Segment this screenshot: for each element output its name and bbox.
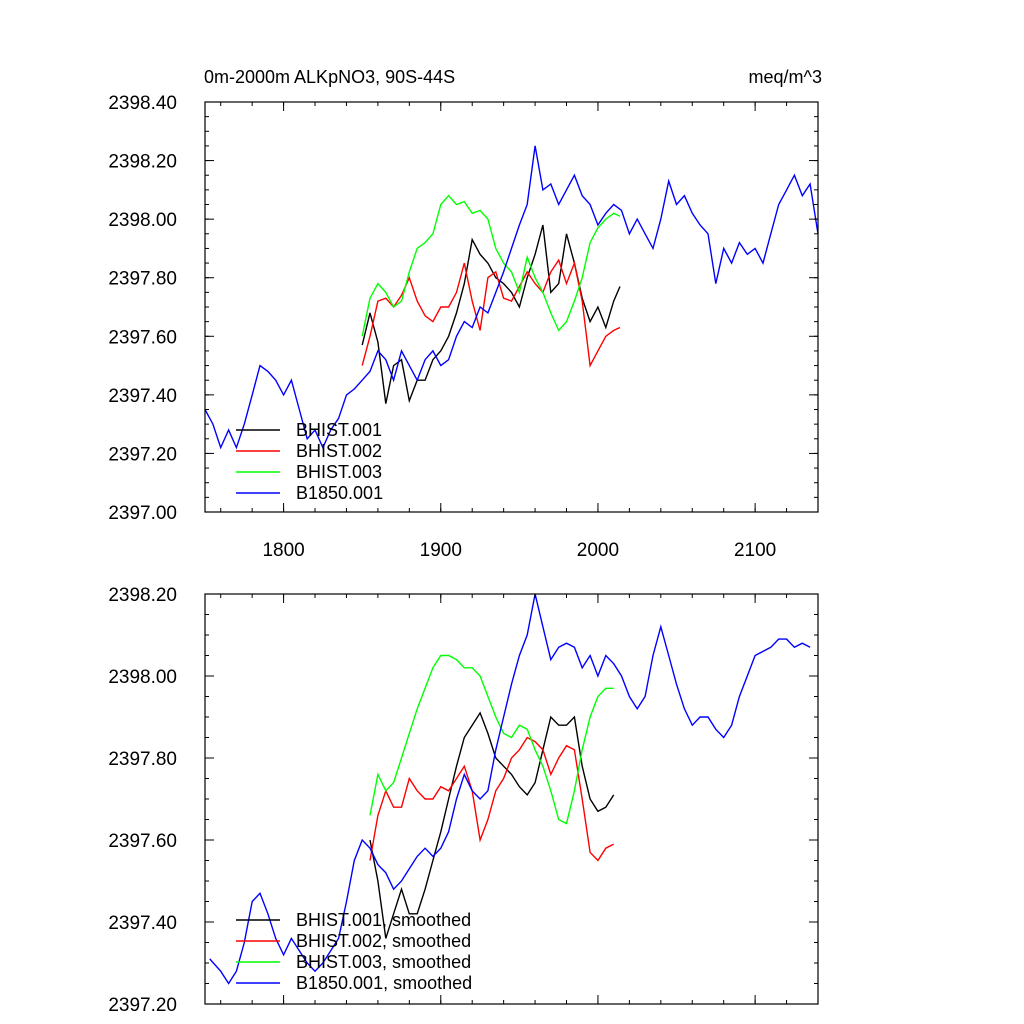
y-tick-label: 2397.40 — [108, 386, 177, 407]
series-line-4 — [209, 593, 811, 985]
x-tick-label: 1800 — [262, 540, 304, 561]
legend-label-2: BHIST.002 — [296, 441, 382, 461]
legend-label-2: BHIST.002, smoothed — [296, 931, 471, 951]
y-tick-label: 2398.00 — [108, 667, 177, 688]
y-tick-label: 2397.20 — [108, 995, 177, 1016]
x-tick-label: 1900 — [420, 540, 462, 561]
legend-label-3: BHIST.003 — [296, 462, 382, 482]
series-line-3 — [361, 194, 621, 337]
series-line-4 — [204, 145, 819, 450]
legend-label-3: BHIST.003, smoothed — [296, 952, 471, 972]
series-line-1 — [369, 711, 615, 939]
y-tick-label: 2397.00 — [108, 503, 177, 524]
series-line-2 — [361, 258, 621, 368]
y-tick-label: 2397.80 — [108, 269, 177, 290]
bottom-panel-ticks: 2397.20 2397.40 2397.60 2397.80 2398.00 2398.… — [108, 585, 819, 1016]
legend-label-4: B1850.001 — [296, 483, 383, 503]
y-tick-label: 2398.00 — [108, 210, 177, 231]
y-tick-label: 2397.60 — [108, 327, 177, 348]
x-tick-label: 2000 — [577, 540, 619, 561]
top-panel-series — [204, 145, 819, 450]
bottom-panel-frame — [204, 593, 819, 1005]
legend-label-4: B1850.001, smoothed — [296, 973, 472, 993]
bottom-panel: 2397.20 2397.40 2397.60 2397.80 2398.00 2398.… — [108, 585, 819, 1016]
top-panel-frame — [204, 101, 819, 513]
top-panel-title: 0m-2000m ALKpNO3, 90S-44S — [204, 67, 455, 87]
top-panel-ticks: 2397.00 2397.20 2397.40 2397.60 2397.80 2398.… — [108, 93, 819, 561]
legend-label-1: BHIST.001 — [296, 420, 382, 440]
y-tick-label: 2397.60 — [108, 831, 177, 852]
y-tick-label: 2397.40 — [108, 913, 177, 934]
series-line-3 — [369, 654, 614, 825]
y-tick-label: 2398.40 — [108, 93, 177, 114]
x-tick-label: 2100 — [734, 540, 776, 561]
series-line-2 — [369, 736, 615, 862]
y-tick-label: 2397.80 — [108, 749, 177, 770]
legend-label-1: BHIST.001, smoothed — [296, 910, 471, 930]
y-tick-label: 2397.20 — [108, 444, 177, 465]
series-line-1 — [361, 224, 621, 404]
bottom-panel-series — [209, 593, 811, 985]
y-tick-label: 2398.20 — [108, 152, 177, 173]
top-panel: 0m-2000m ALKpNO3, 90S-44S meq/m^3 2397.0… — [108, 67, 822, 561]
y-tick-label: 2398.20 — [108, 585, 177, 606]
top-panel-units: meq/m^3 — [749, 67, 822, 87]
